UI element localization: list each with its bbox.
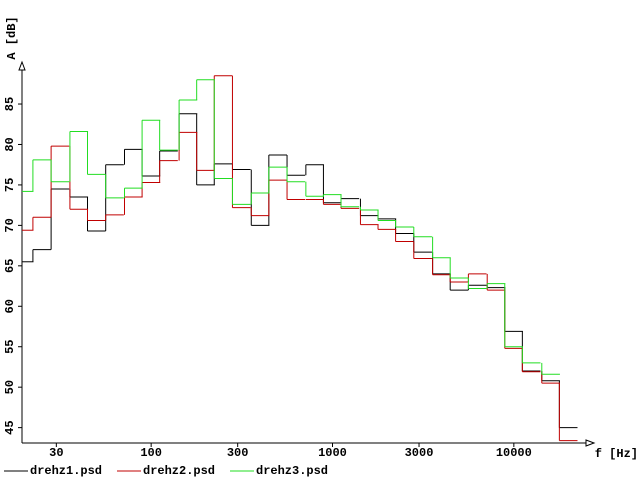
x-tick-label: 30 bbox=[49, 446, 63, 460]
x-axis-arrow bbox=[585, 439, 596, 447]
y-tick-label: 55 bbox=[3, 340, 17, 354]
y-tick-label: 85 bbox=[3, 97, 17, 111]
y-tick-label: 50 bbox=[3, 380, 17, 394]
legend-label: drehz2.psd bbox=[143, 464, 215, 478]
x-tick-label: 10000 bbox=[496, 446, 532, 460]
y-axis-arrow bbox=[18, 60, 26, 71]
y-tick-label: 80 bbox=[3, 137, 17, 151]
legend-label: drehz3.psd bbox=[256, 464, 328, 478]
y-tick-label: 75 bbox=[3, 178, 17, 192]
legend-label: drehz1.psd bbox=[30, 464, 102, 478]
y-tick-label: 45 bbox=[3, 420, 17, 434]
x-tick-label: 300 bbox=[227, 446, 249, 460]
x-tick-label: 100 bbox=[140, 446, 162, 460]
y-tick-label: 60 bbox=[3, 299, 17, 313]
x-axis-label: f [Hz] bbox=[595, 447, 638, 461]
y-axis-label: A [dB] bbox=[5, 16, 19, 59]
x-tick-label: 3000 bbox=[405, 446, 434, 460]
y-tick-label: 65 bbox=[3, 259, 17, 273]
y-tick-label: 70 bbox=[3, 218, 17, 232]
x-tick-label: 1000 bbox=[318, 446, 347, 460]
